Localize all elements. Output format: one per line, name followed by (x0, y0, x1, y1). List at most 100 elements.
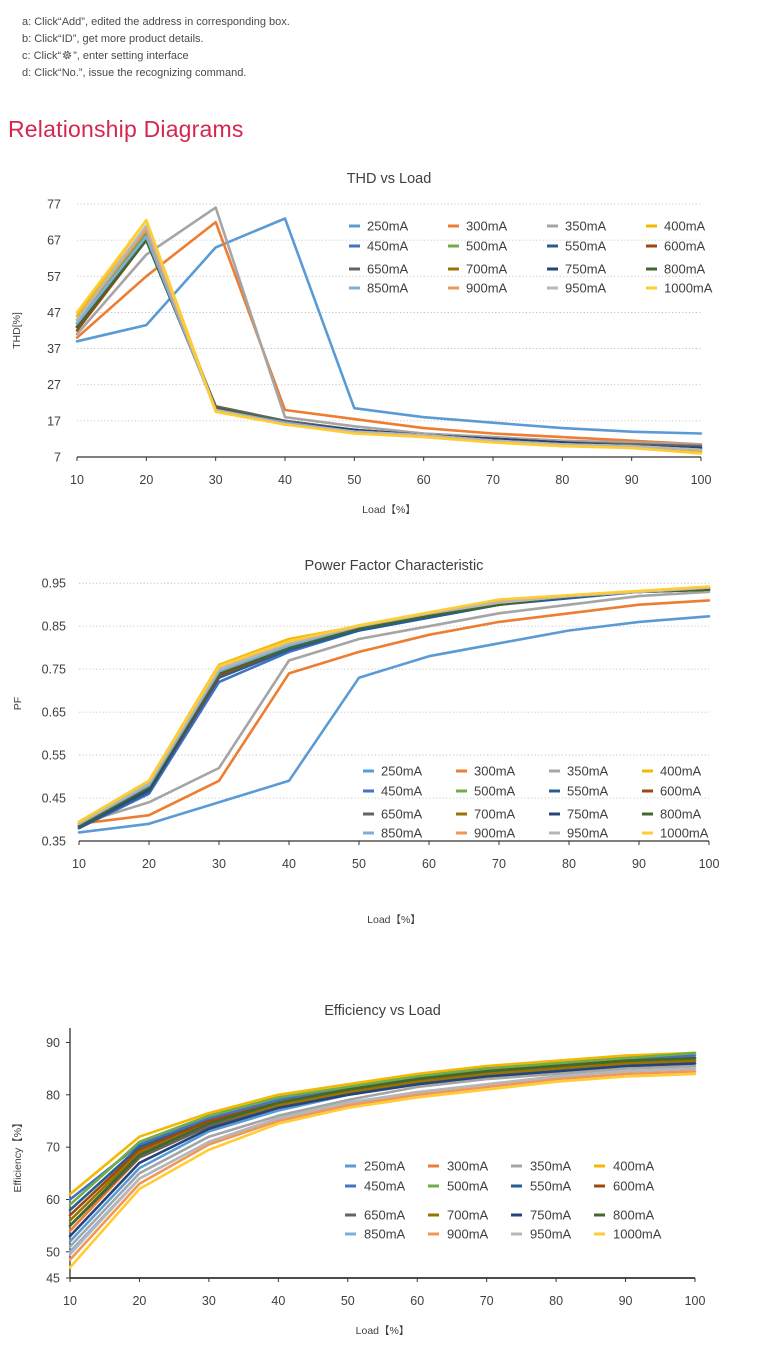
x-tick-label: 50 (347, 473, 361, 487)
legend-label: 750mA (567, 807, 609, 822)
y-tick-label: 17 (47, 414, 61, 428)
instruction-c-start: c: Click“ (22, 50, 62, 62)
y-tick-label: 77 (47, 198, 61, 212)
section-title: Relationship Diagrams (8, 116, 244, 142)
x-tick-label: 80 (555, 473, 569, 487)
y-tick-label: 67 (47, 234, 61, 248)
x-tick-label: 70 (486, 473, 500, 487)
legend-label: 500mA (466, 239, 508, 254)
x-tick-label: 30 (202, 1294, 216, 1308)
y-tick-label: 50 (46, 1245, 60, 1259)
y-axis-label: Efficiency【%】 (12, 1117, 24, 1192)
series-line-400ma (75, 218, 703, 453)
series-line-950ma (75, 224, 703, 452)
x-tick-label: 30 (209, 473, 223, 487)
series-line-500ma (68, 1051, 697, 1206)
x-tick-label: 10 (63, 1294, 77, 1308)
legend-label: 600mA (664, 239, 706, 254)
legend-label: 400mA (664, 219, 706, 234)
x-tick-label: 40 (278, 473, 292, 487)
series-line-300ma (75, 220, 703, 446)
y-tick-label: 90 (46, 1036, 60, 1050)
series-line-350ma (77, 590, 711, 826)
x-tick-label: 80 (562, 857, 576, 871)
instruction-d: d: Click“No.”, issue the recognizing com… (22, 67, 247, 79)
instruction-b: b: Click“ID”, get more product details. (22, 33, 204, 45)
legend-label: 700mA (447, 1208, 489, 1223)
y-tick-label: 0.95 (42, 577, 66, 591)
legend-label: 750mA (530, 1208, 572, 1223)
legend-label: 650mA (367, 262, 409, 277)
y-tick-label: 70 (46, 1141, 60, 1155)
x-tick-label: 30 (212, 857, 226, 871)
legend-label: 550mA (567, 784, 609, 799)
legend-label: 350mA (567, 764, 609, 779)
y-tick-label: 57 (47, 270, 61, 284)
legend-label: 300mA (466, 219, 508, 234)
series-line-950ma (68, 1067, 697, 1256)
x-axis-label: Load【%】 (356, 1325, 410, 1337)
legend-label: 350mA (565, 219, 607, 234)
y-axis-label: PF (12, 697, 24, 710)
instructions: a: Click“Add”, edited the address in cor… (22, 14, 290, 82)
legend-label: 500mA (447, 1179, 489, 1194)
series-line-800ma (68, 1056, 697, 1227)
legend-label: 400mA (613, 1159, 655, 1174)
legend-label: 850mA (381, 826, 423, 841)
series-line-1000ma (77, 585, 711, 824)
y-tick-label: 37 (47, 342, 61, 356)
chart-title: THD vs Load (347, 171, 432, 187)
chart-title: Efficiency vs Load (324, 1003, 441, 1019)
y-tick-label: 0.65 (42, 706, 66, 720)
series-line-1000ma (75, 218, 703, 455)
legend-label: 800mA (613, 1208, 655, 1223)
x-tick-label: 70 (480, 1294, 494, 1308)
legend-label: 800mA (664, 262, 706, 277)
series-line-350ma (68, 1064, 697, 1248)
legend-label: 400mA (660, 764, 702, 779)
gear-icon (62, 50, 72, 60)
legend-label: 700mA (474, 807, 516, 822)
legend-label: 600mA (660, 784, 702, 799)
x-tick-label: 10 (72, 857, 86, 871)
legend-label: 650mA (364, 1208, 406, 1223)
legend-label: 900mA (474, 826, 516, 841)
x-tick-label: 60 (417, 473, 431, 487)
x-tick-label: 20 (142, 857, 156, 871)
y-axis-label: THD[%] (11, 312, 23, 349)
legend-label: 550mA (565, 239, 607, 254)
legend-label: 850mA (364, 1227, 406, 1242)
y-tick-label: 60 (46, 1193, 60, 1207)
y-tick-label: 47 (47, 306, 61, 320)
series-line-250ma (77, 615, 711, 834)
legend-label: 1000mA (664, 281, 713, 296)
y-tick-label: 0.45 (42, 792, 66, 806)
x-tick-label: 40 (271, 1294, 285, 1308)
series-line-1000ma (68, 1072, 697, 1269)
legend-label: 350mA (530, 1159, 572, 1174)
thd-chart: THD vs Load 7 17 27 37 47 57 67 77 10 20 30 40 50 60 70… (11, 171, 713, 516)
legend-label: 550mA (530, 1179, 572, 1194)
x-tick-label: 60 (410, 1294, 424, 1308)
x-tick-label: 20 (139, 473, 153, 487)
legend-label: 250mA (367, 219, 409, 234)
x-tick-label: 90 (619, 1294, 633, 1308)
legend-label: 1000mA (613, 1227, 662, 1242)
y-tick-label: 7 (54, 451, 61, 465)
x-tick-label: 100 (685, 1294, 706, 1308)
instruction-c: c: Click“ ”, enter setting interface (22, 48, 290, 65)
legend-label: 1000mA (660, 826, 709, 841)
legend-label: 950mA (567, 826, 609, 841)
legend-label: 600mA (613, 1179, 655, 1194)
legend-label: 950mA (565, 281, 607, 296)
x-axis-label: Load【%】 (362, 504, 416, 516)
legend-label: 250mA (364, 1159, 406, 1174)
series-line-900ma (68, 1070, 697, 1262)
y-tick-label: 27 (47, 378, 61, 392)
x-tick-label: 100 (699, 857, 720, 871)
legend-label: 700mA (466, 262, 508, 277)
legend-label: 300mA (447, 1159, 489, 1174)
x-tick-label: 10 (70, 473, 84, 487)
x-tick-label: 50 (341, 1294, 355, 1308)
instruction-a: a: Click“Add”, edited the address in cor… (22, 16, 290, 28)
